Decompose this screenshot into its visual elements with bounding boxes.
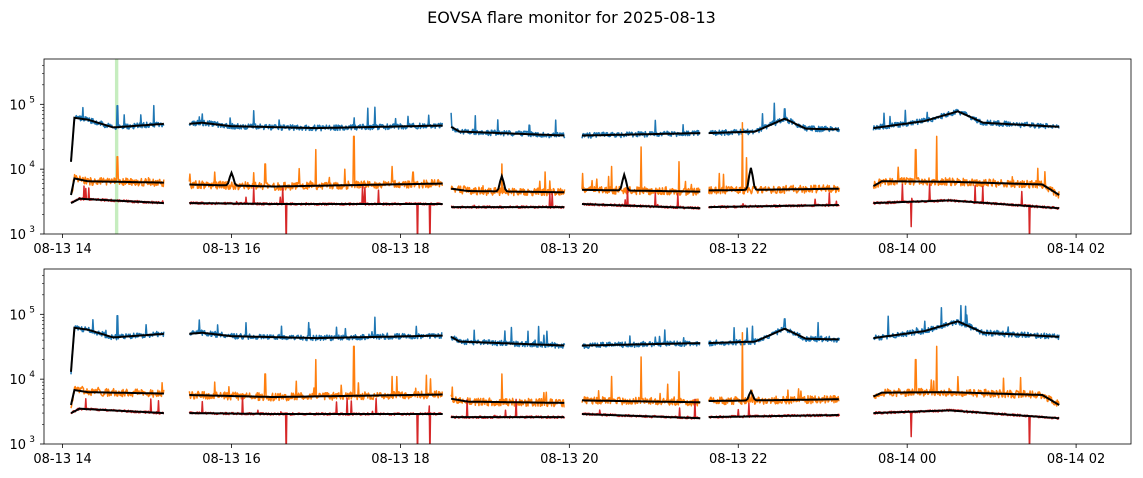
plot-area-top [70,59,1060,234]
y-tick-label: 10 [9,438,26,453]
x-tick-label: 08-14 02 [1047,452,1105,467]
x-tick-label: 08-13 22 [709,452,767,467]
series-middle-segment-2 [188,345,444,402]
y-tick-label: 10 [9,98,26,113]
smoothed-1-segment-1 [70,326,165,372]
series-middle-segment-6 [872,135,1060,199]
smoothed-2-segment-5 [708,389,839,402]
x-tick-label: 08-13 14 [33,452,91,467]
smoothed-3-segment-1 [70,197,164,205]
x-tick-label: 08-13 16 [202,242,260,257]
smoothed-3-segment-2 [189,202,443,205]
smoothed-2-segment-6 [872,391,1060,406]
smoothed-2-segment-3 [450,397,565,404]
smoothed-2-segment-3 [450,172,565,194]
smoothed-1-segment-1 [70,116,165,162]
smoothed-1-segment-2 [189,121,443,130]
axes-frame-bottom [43,268,1132,445]
smoothed-2-segment-4 [581,171,701,193]
axes-frame-top [43,58,1132,235]
chart-title: EOVSA flare monitor for 2025-08-13 [427,8,716,27]
smoothed-3-segment-4 [581,203,701,210]
series-upper-segment-5 [708,102,841,137]
series-middle-segment-3 [450,373,565,408]
series-lower-segment-2 [188,395,443,444]
smoothed-3-segment-4 [581,413,701,420]
series-middle-segment-4 [581,146,701,197]
x-tick-label: 08-14 00 [878,242,936,257]
y-tick-exponent: 3 [29,225,35,235]
x-tick-label: 08-14 00 [878,452,936,467]
smoothed-3-segment-6 [873,199,1060,210]
y-tick-exponent: 4 [29,160,35,170]
series-lower-segment-3 [450,193,565,209]
x-tick-label: 08-13 20 [540,242,598,257]
smoothed-2-segment-1 [70,177,164,196]
series-upper-segment-6 [872,108,1060,131]
x-tick-label: 08-13 22 [709,242,767,257]
x-tick-label: 08-13 18 [371,452,429,467]
series-middle-segment-4 [581,356,701,407]
y-tick-label: 10 [9,228,26,243]
smoothed-2-segment-6 [872,180,1060,196]
x-axis-bottom: 08-13 14 08-13 16 08-13 18 08-13 20 08-13 22… [33,444,1105,467]
y-tick-label: 10 [9,373,26,388]
y-tick-exponent: 3 [29,435,35,445]
smoothed-1-segment-6 [873,110,1060,130]
x-tick-label: 08-13 16 [202,452,260,467]
y-tick-label: 10 [9,308,26,323]
smoothed-1-segment-5 [708,117,839,135]
series-upper-segment-1 [70,104,165,161]
smoothed-3-segment-6 [873,409,1060,420]
smoothed-3-segment-5 [708,204,839,209]
smoothed-1-segment-4 [582,342,701,347]
smoothed-2-segment-2 [189,393,443,398]
y-tick-label: 10 [9,163,26,178]
y-tick-exponent: 5 [29,95,35,105]
smoothed-3-segment-1 [70,407,164,415]
smoothed-1-segment-2 [189,331,443,340]
smoothed-1-segment-6 [873,320,1060,340]
x-tick-label: 08-14 02 [1047,242,1105,257]
series-upper-segment-1 [70,315,165,375]
x-tick-label: 08-13 18 [371,242,429,257]
x-tick-label: 08-13 14 [33,242,91,257]
smoothed-1-segment-5 [708,327,839,345]
smoothed-2-segment-2 [189,169,443,188]
series-middle-segment-1 [70,156,165,195]
series-lower-segment-6 [872,183,1060,234]
smoothed-3-segment-5 [708,414,839,419]
series-middle-segment-2 [188,135,444,191]
smoothed-1-segment-3 [450,335,565,347]
smoothed-3-segment-2 [189,412,443,415]
plot-area-bottom [70,304,1060,444]
smoothed-1-segment-4 [582,132,701,137]
smoothed-2-segment-5 [708,167,839,192]
y-tick-exponent: 4 [29,370,35,380]
smoothed-2-segment-4 [582,399,701,404]
y-tick-exponent: 5 [29,305,35,315]
series-upper-segment-2 [189,316,443,342]
x-tick-label: 08-13 20 [540,452,598,467]
smoothed-1-segment-3 [450,125,565,137]
series-upper-segment-2 [188,106,444,132]
series-lower-segment-2 [188,185,443,234]
series-middle-segment-6 [872,345,1060,407]
x-axis-top: 08-13 14 08-13 16 08-13 18 08-13 20 08-13 22… [33,234,1105,257]
flare-band [114,59,119,234]
smoothed-2-segment-1 [70,388,164,406]
